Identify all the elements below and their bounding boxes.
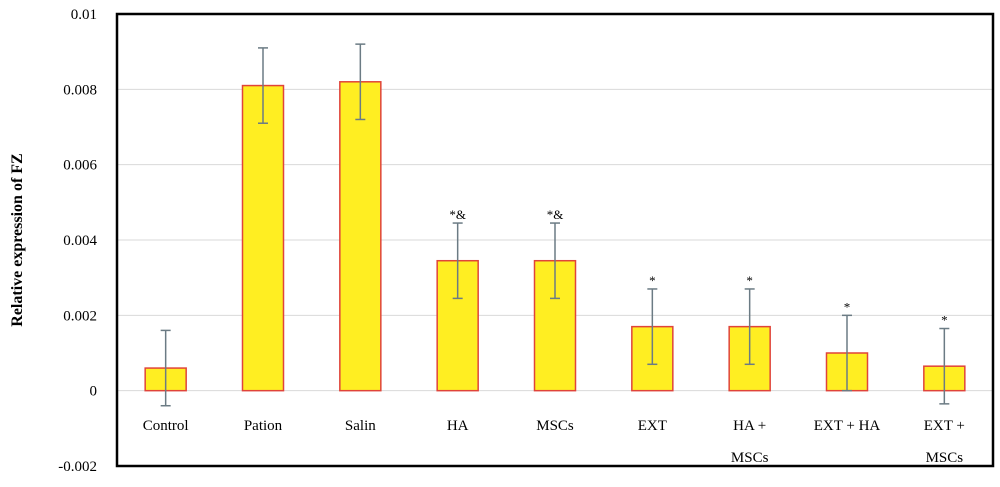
plot-frame [115, 12, 995, 468]
y-tick-label: 0.006 [63, 158, 97, 174]
category-label: MSCs [731, 450, 769, 466]
category-label: EXT [638, 418, 667, 434]
category-label: Control [143, 418, 189, 434]
bar [241, 84, 285, 392]
y-tick-label: 0.008 [63, 82, 97, 98]
significance-label: * [746, 273, 753, 288]
category-label: Salin [345, 418, 376, 434]
category-label: MSCs [926, 450, 964, 466]
category-label: EXT + HA [814, 418, 881, 434]
significance-label: *& [547, 207, 564, 222]
significance-label: * [941, 313, 948, 328]
error-bars [160, 43, 950, 407]
significance-label: * [649, 273, 656, 288]
bar [436, 259, 479, 392]
category-label: HA [447, 418, 469, 434]
y-tick-label: 0.004 [63, 233, 97, 249]
y-axis-label: Relative expression of FZ [9, 153, 26, 326]
y-tick-label: 0.002 [63, 308, 97, 324]
category-label: Pation [244, 418, 283, 434]
category-label: EXT + [924, 418, 965, 434]
y-tick-label: 0.01 [71, 7, 97, 23]
significance-label: * [844, 299, 851, 314]
significance-label: *& [449, 207, 466, 222]
category-label: HA + [733, 418, 766, 434]
y-tick-label: 0 [90, 384, 98, 400]
category-label: MSCs [536, 418, 574, 434]
y-tick-label: -0.002 [58, 459, 97, 475]
labels: -0.002 0 0.002 0.004 0.006 0.008 0.01 Control Pa… [58, 7, 965, 475]
bar [339, 81, 382, 392]
